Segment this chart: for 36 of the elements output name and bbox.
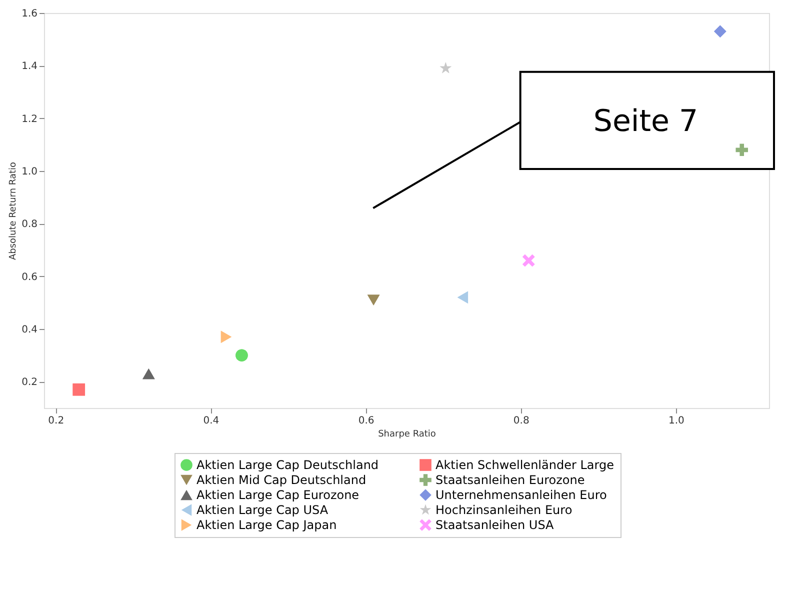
legend-label: Unternehmensanleihen Euro — [436, 488, 607, 502]
point — [236, 349, 248, 362]
y-tick-label: 1.4 — [22, 61, 38, 72]
y-tick-label: 1.0 — [22, 166, 38, 178]
legend-label: Aktien Mid Cap Deutschland — [196, 473, 366, 487]
y-tick-label: 1.2 — [22, 114, 38, 125]
annotation: Seite 7 — [593, 104, 698, 140]
x-axis-title: Sharpe Ratio — [378, 430, 436, 440]
x-tick-label: 0.8 — [513, 416, 530, 426]
point — [72, 383, 86, 396]
y-tick-label: 0.8 — [22, 219, 38, 230]
legend-label: Hochzinsanleihen Euro — [436, 503, 572, 517]
point — [142, 368, 155, 380]
legend-label: Aktien Large Cap USA — [196, 503, 329, 517]
point — [220, 330, 232, 344]
legend-label: Staatsanleihen Eurozone — [436, 473, 585, 487]
y-axis-title: Absolute Return Ratio — [8, 161, 19, 260]
x-tick-label: 0.4 — [203, 416, 220, 426]
point — [457, 291, 468, 304]
legend-label: Aktien Large Cap Deutschland — [196, 458, 379, 472]
x-tick-label: 1.0 — [668, 416, 684, 426]
x-tick-label: 0.2 — [48, 416, 64, 426]
point — [367, 294, 380, 306]
y-tick-label: 1.6 — [22, 8, 38, 20]
point — [714, 25, 726, 38]
point — [440, 62, 452, 74]
y-tick-label: 0.6 — [22, 272, 38, 283]
legend-label: Aktien Schwellenländer Large — [436, 458, 614, 472]
legend-label: Staatsanleihen USA — [436, 518, 555, 532]
y-tick-label: 0.4 — [22, 324, 38, 336]
point — [736, 144, 748, 156]
point — [522, 254, 535, 267]
y-tick-label: 0.2 — [22, 377, 38, 388]
x-tick-label: 0.6 — [358, 416, 374, 426]
legend-label: Aktien Large Cap Japan — [196, 518, 337, 532]
legend-label: Aktien Large Cap Eurozone — [196, 488, 360, 502]
